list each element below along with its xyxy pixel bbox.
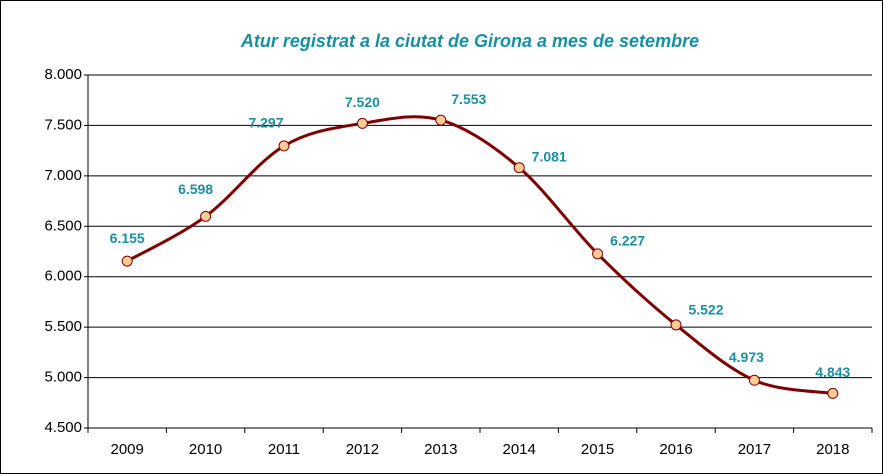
- data-label: 7.297: [248, 115, 283, 131]
- marker: [513, 162, 525, 174]
- x-tick-label: 2018: [816, 441, 849, 458]
- marker: [670, 319, 682, 331]
- marker: [435, 114, 447, 126]
- y-tick-label: 8.000: [44, 66, 82, 83]
- marker: [592, 248, 604, 260]
- data-label: 4.973: [729, 349, 764, 365]
- series-line: [126, 115, 834, 395]
- marker: [356, 117, 368, 129]
- x-tick-label: 2010: [189, 441, 222, 458]
- data-label: 6.155: [110, 230, 145, 246]
- marker: [278, 140, 290, 152]
- y-tick-label: 6.000: [44, 268, 82, 285]
- data-label: 7.081: [532, 148, 567, 164]
- x-tick-label: 2012: [346, 441, 379, 458]
- y-tick-label: 7.500: [44, 116, 82, 133]
- x-tick-label: 2011: [268, 441, 300, 458]
- data-label: 7.520: [345, 94, 380, 110]
- data-label: 6.227: [610, 233, 645, 249]
- x-tick-label: 2017: [738, 441, 771, 458]
- y-tick-label: 4.500: [44, 419, 82, 436]
- x-tick-label: 2009: [111, 441, 144, 458]
- y-tick-label: 5.000: [44, 369, 82, 386]
- marker: [748, 374, 760, 386]
- data-label: 6.598: [178, 181, 213, 197]
- x-tick-label: 2014: [503, 441, 536, 458]
- data-label: 7.553: [451, 91, 486, 107]
- y-tick-label: 7.000: [44, 167, 82, 184]
- chart-title: Atur registrat a la ciutat de Girona a m…: [240, 31, 699, 51]
- y-tick-label: 6.500: [44, 217, 82, 234]
- y-tick-label: 5.500: [44, 318, 82, 335]
- x-tick-label: 2013: [424, 441, 457, 458]
- marker: [121, 255, 133, 267]
- marker: [827, 387, 839, 399]
- data-label: 4.843: [815, 364, 850, 380]
- data-label: 5.522: [688, 302, 723, 318]
- x-tick-label: 2015: [581, 441, 614, 458]
- marker: [200, 210, 212, 222]
- x-tick-label: 2016: [659, 441, 692, 458]
